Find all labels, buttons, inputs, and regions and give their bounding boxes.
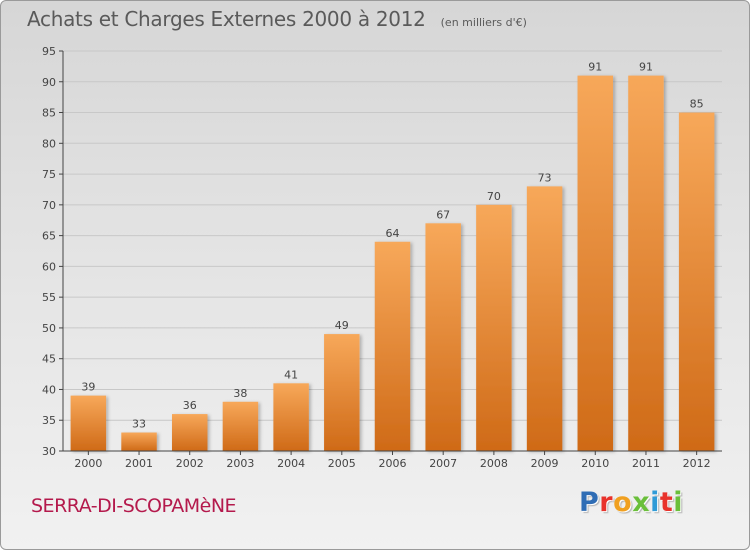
x-tick-label: 2011 [632,457,660,470]
x-tick-label: 2012 [683,457,711,470]
bar-2012 [678,112,715,452]
data-label-2011: 91 [639,61,653,74]
y-tick-label: 80 [42,137,56,150]
logo-letter: r [599,487,614,518]
chart-unit: (en milliers d'€) [440,16,527,29]
bar-2004 [273,383,309,451]
y-tick-label: 45 [42,353,56,366]
bar-2003 [222,401,259,451]
data-label-2004: 41 [284,368,298,381]
data-label-2005: 49 [335,319,349,332]
bar-2001 [121,432,157,451]
x-tick-label: 2009 [531,457,559,470]
chart-title: Achats et Charges Externes 2000 à 2012 [27,7,426,31]
proxiti-logo: Proxiti [579,487,683,518]
y-tick-label: 50 [42,322,56,335]
x-tick-label: 2007 [429,457,457,470]
y-tick-label: 35 [42,414,56,427]
y-tick-label: 95 [42,45,56,58]
x-tick-label: 2008 [480,457,508,470]
title-row: Achats et Charges Externes 2000 à 2012 (… [27,7,527,31]
data-label-2012: 85 [690,98,704,111]
bar-2002 [171,414,208,451]
x-tick-label: 2003 [226,457,254,470]
logo-letter: i [673,487,684,518]
bar-2005 [324,334,360,451]
commune-name: SERRA-DI-SCOPAMèNE [31,495,237,517]
data-label-2000: 39 [81,381,95,394]
x-axis-ticks: 2000 2001 2002 2003 2004 2005 2006 2007 2008 2009… [74,451,711,470]
bars [70,75,715,452]
logo-letter: o [613,487,633,518]
x-tick-label: 2006 [379,457,407,470]
logo-letter: x [632,487,651,518]
data-label-2003: 38 [233,387,247,400]
x-tick-label: 2001 [125,457,153,470]
bar-2006 [374,241,411,451]
bar-2010 [577,75,614,451]
y-tick-label: 65 [42,230,56,243]
y-axis-ticks: 30 35 40 45 50 55 60 65 70 75 80 85 90 95 [42,45,63,458]
y-tick-label: 85 [42,107,56,120]
data-label-2009: 73 [538,171,552,184]
data-labels: 39 33 36 38 41 49 64 67 70 73 91 91 85 [81,61,703,431]
y-tick-label: 55 [42,291,56,304]
bar-2009 [526,186,563,451]
y-tick-label: 60 [42,260,56,273]
data-label-2010: 91 [588,61,602,74]
bar-2008 [476,204,512,451]
logo-letter: i [650,487,660,518]
data-label-2002: 36 [183,399,197,412]
y-tick-label: 75 [42,168,56,181]
data-label-2008: 70 [487,190,501,203]
y-tick-label: 40 [42,383,56,396]
y-tick-label: 70 [42,199,56,212]
bar-2000 [70,395,107,451]
x-tick-label: 2000 [74,457,102,470]
x-tick-label: 2005 [328,457,356,470]
bar-2011 [628,75,664,451]
x-tick-label: 2010 [581,457,609,470]
bar-2007 [425,223,461,451]
data-label-2007: 67 [436,208,450,221]
data-label-2001: 33 [132,418,146,431]
y-tick-label: 90 [42,76,56,89]
x-tick-label: 2002 [176,457,204,470]
logo-letter: t [659,487,674,518]
x-tick-label: 2004 [277,457,305,470]
y-tick-label: 30 [42,445,56,458]
logo-letter: P [579,487,600,518]
data-label-2006: 64 [386,227,400,240]
